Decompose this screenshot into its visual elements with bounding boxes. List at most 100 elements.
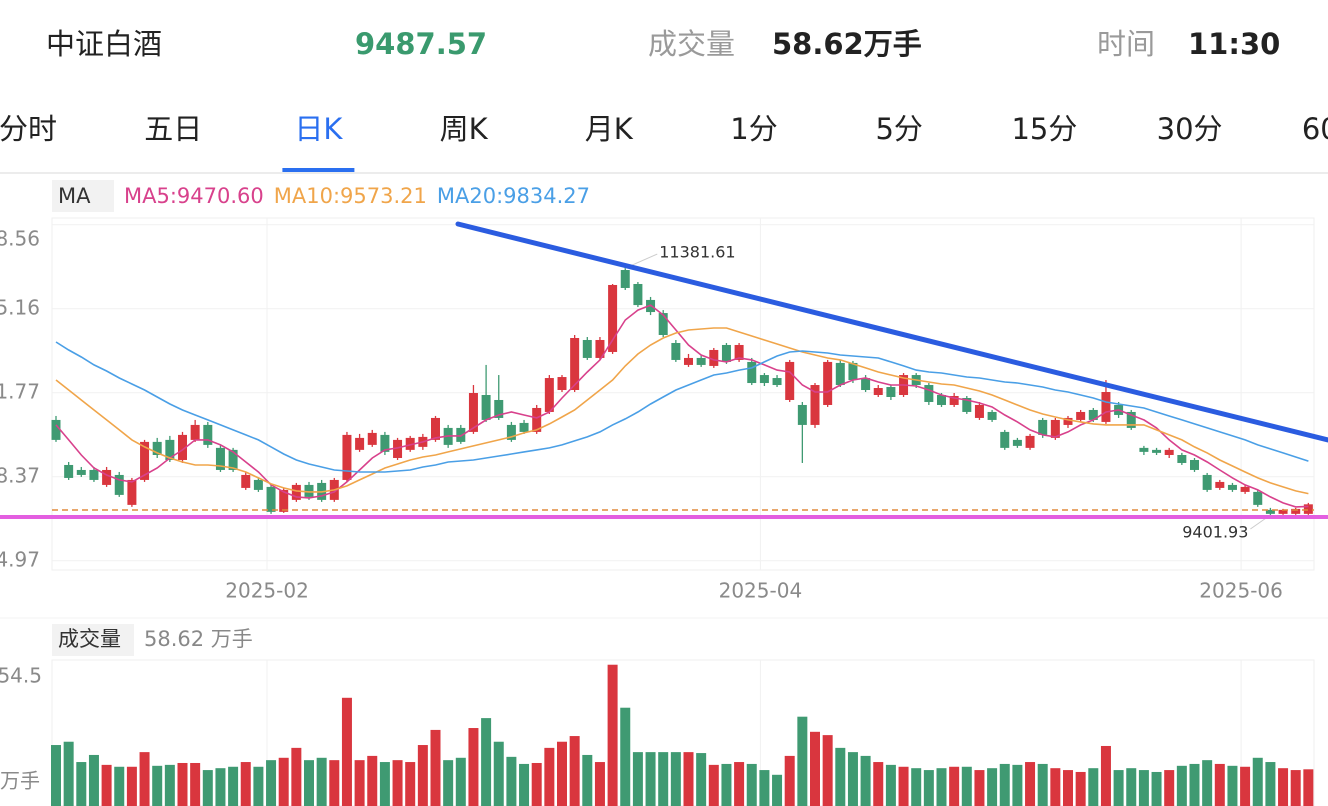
volume-bar	[670, 752, 681, 806]
volume-bar	[329, 760, 340, 806]
tab[interactable]: 分时	[0, 112, 57, 146]
volume-bar	[1126, 768, 1137, 806]
time-label: 时间	[1097, 27, 1155, 61]
volume-bar	[101, 764, 112, 806]
tab[interactable]: 日K	[294, 112, 343, 146]
volume-bar	[784, 755, 795, 806]
volume-bar	[190, 762, 201, 806]
candle-body	[823, 361, 833, 405]
candle-body	[519, 422, 529, 432]
candle-body	[1063, 417, 1073, 425]
candle-body	[608, 284, 618, 352]
time-value: 11:30	[1188, 27, 1280, 61]
candle-body	[873, 388, 883, 395]
candle-body	[658, 313, 668, 336]
volume-bar	[291, 747, 302, 806]
candle-body	[759, 375, 769, 384]
volume-label: 成交量	[648, 27, 735, 61]
tab[interactable]: 15分	[1011, 112, 1077, 146]
candle-body	[215, 447, 225, 470]
volume-bar	[923, 770, 934, 806]
volume-bar	[999, 763, 1010, 806]
candle-body	[253, 479, 263, 490]
candle-body	[633, 283, 643, 306]
candle-body	[165, 439, 175, 460]
volume-bar	[126, 766, 137, 806]
volume-bar	[367, 755, 378, 806]
legend-entry: MA10:9573.21	[274, 184, 427, 208]
volume-bar	[51, 745, 61, 806]
volume-bar	[240, 762, 251, 806]
candle-body	[51, 419, 61, 440]
volume-bar	[898, 766, 909, 806]
volume-bar	[76, 762, 87, 806]
volume-bar	[152, 765, 163, 806]
tab[interactable]: 5分	[875, 112, 922, 146]
volume-bar	[936, 768, 947, 806]
candle-body	[570, 337, 580, 391]
volume-bar	[721, 763, 732, 806]
volume-bar	[746, 763, 757, 806]
tab[interactable]: 月K	[585, 112, 634, 146]
volume-bar	[266, 760, 277, 806]
volume-bar	[1252, 757, 1263, 806]
candle-body	[987, 411, 997, 420]
volume-bar	[354, 760, 365, 806]
tab[interactable]: 周K	[440, 112, 489, 146]
tab[interactable]: 1分	[730, 112, 777, 146]
index-name: 中证白酒	[46, 27, 162, 61]
x-tick-label: 2025-06	[1199, 579, 1283, 603]
candle-body	[797, 404, 807, 425]
candle-body	[1012, 439, 1022, 446]
candle-body	[127, 479, 137, 505]
volume-bar	[1113, 770, 1124, 806]
volume-bar	[696, 753, 707, 806]
volume-bar	[822, 735, 833, 806]
indicator-badge	[52, 180, 114, 212]
volume-bar	[1100, 745, 1111, 806]
candle-body	[1291, 508, 1301, 514]
volume-bar	[557, 741, 567, 806]
candle-body	[949, 395, 959, 405]
candle-body	[620, 270, 630, 288]
volume-bar	[873, 762, 884, 806]
candle-body	[279, 489, 289, 512]
volume-bar	[430, 729, 441, 806]
volume-bar	[1063, 770, 1073, 806]
volume-bar	[860, 755, 871, 806]
candle-body	[848, 362, 858, 381]
volume-bar	[215, 768, 226, 806]
candle-body	[974, 404, 984, 418]
volume-bar	[316, 757, 327, 806]
volume-bar	[304, 760, 314, 806]
candle-body	[152, 441, 162, 455]
y-tick-label: 10381.77	[0, 379, 40, 403]
y-tick-label: 254.5	[0, 663, 42, 687]
volume-bar	[810, 731, 820, 806]
candle-body	[355, 437, 365, 450]
volume-bar	[734, 762, 745, 806]
candle-body	[1265, 509, 1275, 514]
tab-bar: 分时 五日 日K 周K 月K 1分 5分 15分 30分 60分	[0, 112, 1328, 146]
volume-bar	[1303, 769, 1314, 806]
volume-bar	[569, 736, 580, 806]
volume-bar	[481, 718, 492, 806]
candle-body	[178, 434, 187, 460]
tab[interactable]: 60分	[1302, 112, 1328, 146]
low-label: 9401.93	[1182, 523, 1248, 542]
candle-body	[886, 387, 896, 397]
tab[interactable]: 30分	[1157, 112, 1223, 146]
volume-bar	[797, 716, 808, 806]
candle-body	[76, 469, 86, 475]
volume-bar	[63, 741, 74, 806]
volume-bar	[253, 766, 264, 806]
candle-body	[810, 385, 820, 425]
candle-body	[393, 439, 403, 458]
volume-bar	[392, 760, 403, 806]
candle-body	[405, 437, 415, 450]
tab[interactable]: 五日	[144, 112, 202, 146]
candle-body	[1177, 454, 1187, 463]
volume-bar	[1290, 770, 1301, 806]
y-tick-label: 11055.16	[0, 295, 40, 319]
